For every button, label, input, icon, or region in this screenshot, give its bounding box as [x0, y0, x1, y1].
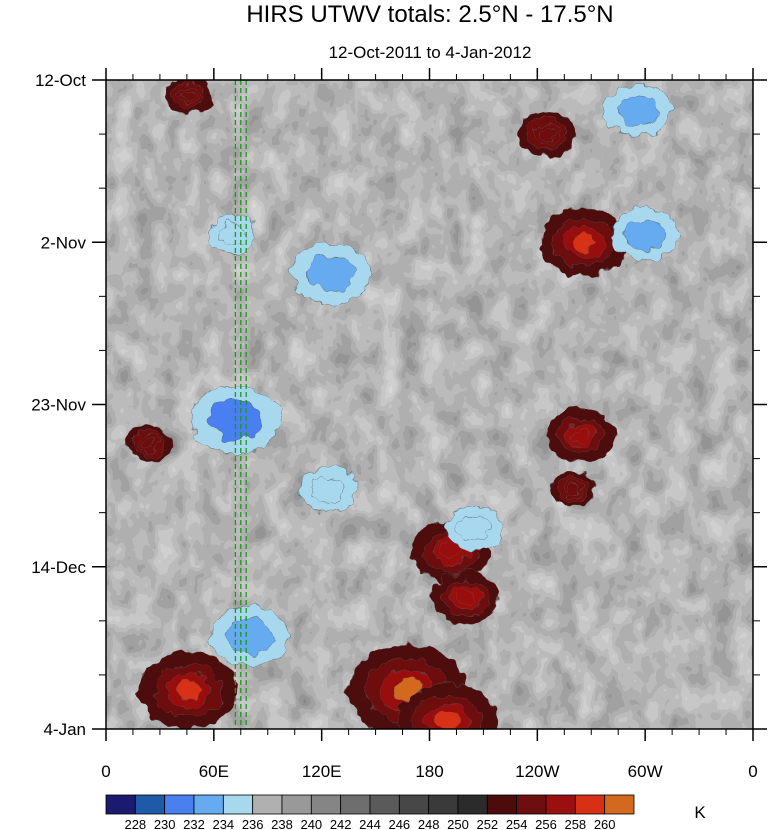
cool-anomaly-contour: [311, 476, 347, 503]
cool-anomaly: [291, 242, 370, 304]
colorbar-swatch: [369, 794, 400, 815]
colorbar-swatch: [428, 794, 459, 815]
warm-anomaly: [549, 471, 597, 508]
cool-anomaly-contour: [226, 618, 274, 655]
colorbar-unit: K: [694, 803, 706, 822]
colorbar-level-label: 256: [535, 817, 557, 830]
x-tick-label: 0: [748, 762, 757, 781]
chart-title: HIRS UTWV totals: 2.5°N - 17.5°N: [246, 1, 613, 28]
warm-anomaly: [546, 409, 615, 462]
colorbar-level-label: 248: [418, 817, 440, 830]
warm-anomaly: [431, 571, 500, 624]
warm-anomaly: [125, 424, 173, 462]
colorbar-swatch: [105, 794, 136, 815]
colorbar-swatch: [545, 794, 576, 815]
colorbar-swatch: [604, 794, 635, 815]
cool-anomaly-contour: [217, 223, 247, 246]
cool-anomaly: [208, 216, 256, 253]
y-tick-label: 14-Dec: [31, 558, 86, 577]
colorbar-level-label: 238: [271, 817, 293, 830]
colorbar-level-label: 234: [212, 817, 234, 830]
x-tick-label: 120E: [302, 762, 342, 781]
warm-anomaly-contour: [572, 233, 596, 251]
warm-anomaly-contour: [143, 438, 156, 448]
colorbar-swatch: [486, 794, 518, 815]
warm-anomaly-contour: [567, 484, 580, 495]
colorbar-level-label: 228: [124, 817, 146, 830]
colorbar-swatch: [574, 794, 606, 815]
colorbar-level-label: 232: [183, 817, 205, 830]
warm-anomaly-contour: [434, 711, 461, 729]
warm-anomaly: [165, 80, 213, 114]
y-tick-label: 12-Oct: [35, 71, 86, 90]
colorbar: 228 230 232 234 236 238 240 242 244 246 248 250 252 2…: [105, 794, 635, 830]
colorbar-level-label: 258: [564, 817, 586, 830]
colorbar-swatch: [193, 794, 224, 815]
colorbar-swatch: [398, 794, 430, 815]
x-tick-label: 0: [101, 762, 110, 781]
warm-anomaly-contour: [538, 128, 554, 140]
cool-anomaly: [210, 606, 289, 667]
cool-anomaly-contour: [617, 95, 659, 127]
plot-area: [105, 79, 754, 730]
meridian-lines: [234, 80, 247, 729]
colorbar-level-label: 236: [242, 817, 264, 830]
x-tick-label: 60W: [628, 762, 663, 781]
warm-anomaly-contour: [441, 543, 462, 559]
warm-anomaly-contour: [182, 90, 195, 101]
warm-anomaly: [397, 683, 498, 729]
x-axis: 0 60E 120E 180 120W 60W 0: [101, 68, 758, 781]
warm-anomaly: [539, 208, 629, 277]
x-tick-label: 60E: [199, 762, 229, 781]
cool-anomaly-contour: [624, 218, 666, 251]
cool-anomaly: [300, 467, 358, 512]
colorbar-swatch: [340, 794, 371, 815]
colorbar-swatch: [134, 794, 166, 815]
warm-anomaly: [139, 652, 239, 729]
colorbar-swatch: [516, 794, 547, 815]
colorbar-level-label: 250: [447, 817, 469, 830]
cool-anomaly: [603, 84, 672, 138]
y-axis: 12-Oct 2-Nov 23-Nov 14-Dec 4-Jan: [31, 71, 767, 739]
features-layer: [125, 80, 680, 729]
colorbar-level-label: 242: [330, 817, 352, 830]
y-tick-label: 2-Nov: [41, 233, 87, 252]
warm-anomaly-contour: [176, 680, 202, 701]
warm-anomaly: [517, 111, 576, 157]
y-tick-label: 4-Jan: [43, 720, 86, 739]
colorbar-level-label: 252: [476, 817, 498, 830]
colorbar-level-label: 230: [154, 817, 176, 830]
colorbar-level-label: 254: [506, 817, 528, 830]
chart-subtitle: 12-Oct-2011 to 4-Jan-2012: [329, 43, 532, 62]
colorbar-level-label: 246: [388, 817, 410, 830]
colorbar-swatch: [281, 794, 312, 815]
colorbar-level-label: 260: [594, 817, 616, 830]
colorbar-swatch: [222, 794, 254, 815]
cool-anomaly-contour: [307, 254, 355, 292]
warm-anomaly-contour: [456, 590, 475, 605]
colorbar-swatch: [457, 794, 488, 815]
y-tick-label: 23-Nov: [31, 396, 86, 415]
colorbar-swatch: [252, 794, 283, 815]
cool-anomaly-contour: [457, 514, 492, 542]
colorbar-level-label: 244: [359, 817, 381, 830]
colorbar-level-label: 240: [300, 817, 322, 830]
cool-anomaly: [445, 505, 504, 551]
x-tick-label: 180: [415, 762, 443, 781]
warm-anomaly-contour: [571, 428, 590, 443]
colorbar-swatch: [164, 794, 195, 815]
cool-anomaly: [611, 208, 680, 261]
x-tick-label: 120W: [515, 762, 559, 781]
colorbar-swatch: [310, 794, 342, 815]
